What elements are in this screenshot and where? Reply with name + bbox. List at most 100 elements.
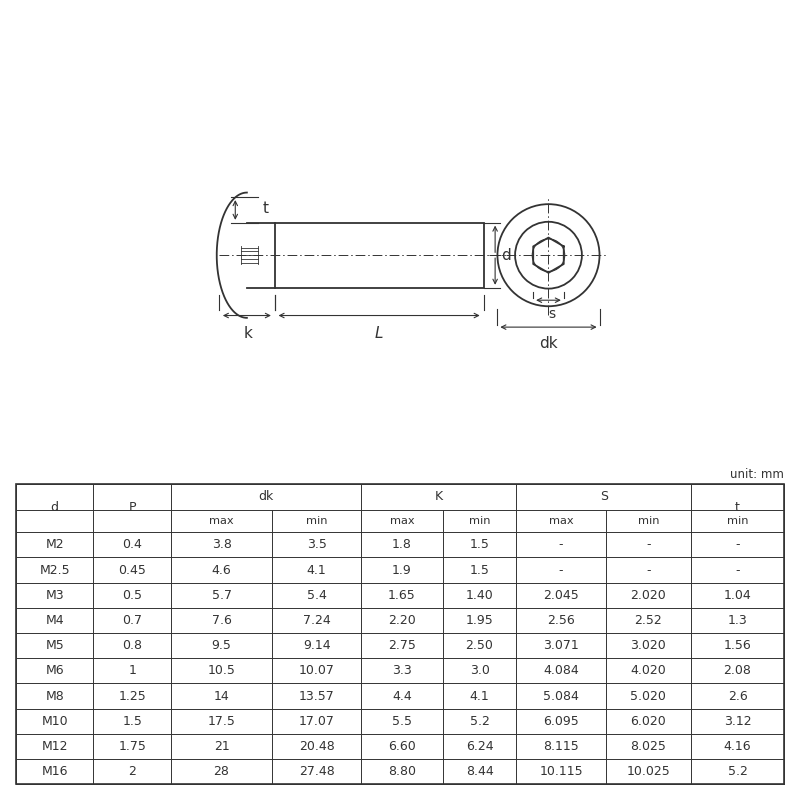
Text: M10: M10	[42, 714, 68, 728]
Text: max: max	[390, 516, 414, 526]
Text: 4.1: 4.1	[470, 690, 490, 702]
Text: 2.20: 2.20	[388, 614, 416, 627]
Text: 10.5: 10.5	[207, 664, 235, 678]
Text: dk: dk	[258, 490, 274, 503]
Text: 2.75: 2.75	[388, 639, 416, 652]
Text: 3.071: 3.071	[543, 639, 579, 652]
Text: P: P	[129, 502, 136, 514]
Text: 1.5: 1.5	[470, 538, 490, 551]
Text: 14: 14	[214, 690, 230, 702]
Text: 5.084: 5.084	[543, 690, 579, 702]
Text: 6.020: 6.020	[630, 714, 666, 728]
Text: 2.50: 2.50	[466, 639, 494, 652]
Text: 8.115: 8.115	[543, 740, 579, 753]
Text: 1.8: 1.8	[392, 538, 412, 551]
Text: 4.084: 4.084	[543, 664, 579, 678]
Text: M2.5: M2.5	[39, 563, 70, 577]
Text: 10.115: 10.115	[539, 765, 583, 778]
Text: 1.04: 1.04	[724, 589, 751, 602]
Text: 2.045: 2.045	[543, 589, 579, 602]
Text: M12: M12	[42, 740, 68, 753]
Text: 5.7: 5.7	[211, 589, 231, 602]
Text: -: -	[735, 538, 740, 551]
Text: min: min	[469, 516, 490, 526]
Text: 5.4: 5.4	[306, 589, 326, 602]
Text: 1.5: 1.5	[122, 714, 142, 728]
Text: L: L	[375, 326, 383, 341]
Text: 0.45: 0.45	[118, 563, 146, 577]
Text: 17.07: 17.07	[298, 714, 334, 728]
Text: 1.56: 1.56	[724, 639, 751, 652]
Bar	[16, 483, 784, 784]
Text: 1.5: 1.5	[470, 563, 490, 577]
Text: 0.8: 0.8	[122, 639, 142, 652]
Text: 0.4: 0.4	[122, 538, 142, 551]
Text: 17.5: 17.5	[207, 714, 235, 728]
Text: M3: M3	[46, 589, 64, 602]
Text: 3.0: 3.0	[470, 664, 490, 678]
Text: 0.5: 0.5	[122, 589, 142, 602]
Text: K: K	[434, 490, 443, 503]
Text: 3.020: 3.020	[630, 639, 666, 652]
Text: min: min	[727, 516, 748, 526]
Text: 9.5: 9.5	[211, 639, 231, 652]
Text: max: max	[210, 516, 234, 526]
Text: 4.6: 4.6	[212, 563, 231, 577]
Text: d: d	[501, 248, 510, 262]
Text: s: s	[549, 307, 556, 321]
Text: 7.24: 7.24	[302, 614, 330, 627]
Text: 3.5: 3.5	[306, 538, 326, 551]
Text: 3.12: 3.12	[724, 714, 751, 728]
Text: S: S	[600, 490, 608, 503]
Text: 1.9: 1.9	[392, 563, 412, 577]
Text: 3.8: 3.8	[211, 538, 231, 551]
Text: 3.3: 3.3	[392, 664, 412, 678]
Text: 9.14: 9.14	[302, 639, 330, 652]
Text: 6.24: 6.24	[466, 740, 494, 753]
Bar	[274, 222, 483, 288]
Text: 4.1: 4.1	[306, 563, 326, 577]
Text: -: -	[558, 538, 563, 551]
Text: 21: 21	[214, 740, 230, 753]
Text: 4.4: 4.4	[392, 690, 412, 702]
Text: 1: 1	[128, 664, 136, 678]
Text: k: k	[244, 326, 253, 341]
Text: t: t	[263, 202, 269, 216]
Text: 7.6: 7.6	[211, 614, 231, 627]
Text: 8.44: 8.44	[466, 765, 494, 778]
Text: 20.48: 20.48	[298, 740, 334, 753]
Text: -: -	[558, 563, 563, 577]
Text: M6: M6	[46, 664, 64, 678]
Text: 2.08: 2.08	[724, 664, 751, 678]
Text: M8: M8	[46, 690, 64, 702]
Text: 2.56: 2.56	[547, 614, 575, 627]
Text: M16: M16	[42, 765, 68, 778]
Text: t: t	[735, 502, 740, 514]
Text: 4.16: 4.16	[724, 740, 751, 753]
Text: 8.025: 8.025	[630, 740, 666, 753]
Text: 1.3: 1.3	[728, 614, 747, 627]
Text: 1.75: 1.75	[118, 740, 146, 753]
Text: 10.07: 10.07	[298, 664, 334, 678]
Text: -: -	[735, 563, 740, 577]
Text: -: -	[646, 538, 650, 551]
Text: 1.65: 1.65	[388, 589, 416, 602]
Text: 10.025: 10.025	[626, 765, 670, 778]
Text: 8.80: 8.80	[388, 765, 416, 778]
Text: 2.020: 2.020	[630, 589, 666, 602]
Text: min: min	[638, 516, 659, 526]
Text: 1.25: 1.25	[118, 690, 146, 702]
Text: 5.020: 5.020	[630, 690, 666, 702]
Text: M5: M5	[46, 639, 64, 652]
Text: 5.2: 5.2	[470, 714, 490, 728]
Text: min: min	[306, 516, 327, 526]
Text: 5.5: 5.5	[392, 714, 412, 728]
Text: M2: M2	[46, 538, 64, 551]
Text: 27.48: 27.48	[298, 765, 334, 778]
Text: 2.6: 2.6	[728, 690, 747, 702]
Text: 1.95: 1.95	[466, 614, 494, 627]
Text: dk: dk	[539, 336, 558, 351]
Text: 2.52: 2.52	[634, 614, 662, 627]
Text: 6.60: 6.60	[388, 740, 416, 753]
Text: 0.7: 0.7	[122, 614, 142, 627]
